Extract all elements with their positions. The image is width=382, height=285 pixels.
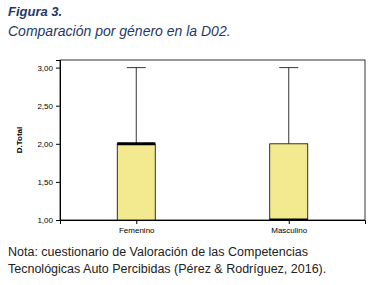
y-tick-mark	[56, 106, 60, 107]
title: Figura 3.	[8, 4, 62, 19]
x-tick: Masculino	[271, 220, 308, 235]
y-tick-mark	[56, 68, 60, 69]
x-tick-label: Femenino	[119, 226, 155, 235]
y-label: D.Total	[15, 127, 24, 154]
box	[117, 144, 155, 220]
median	[117, 142, 155, 145]
box-plot	[117, 68, 155, 220]
y-tick: 2,50	[37, 102, 60, 111]
boxes	[117, 68, 308, 220]
x-axis: Femenino Masculino	[61, 220, 366, 235]
max-cap	[279, 67, 298, 68]
y-axis: 1,00 1,50 2,00 2,50 3,00	[37, 61, 60, 226]
upper-whisker	[288, 68, 289, 144]
box-plot	[270, 68, 308, 220]
y-tick: 1,00	[37, 216, 60, 225]
y-tick-mark	[56, 220, 60, 221]
subtitle: Comparación por género en la D02.	[8, 23, 231, 39]
x-tick-mark	[289, 220, 290, 224]
upper-whisker	[136, 68, 137, 144]
median	[270, 219, 308, 221]
y-tick-label: 3,00	[37, 64, 53, 73]
plot-frame	[60, 60, 365, 220]
note: Tecnológicas Auto Percibidas (Pérez & Ro…	[8, 262, 326, 276]
y-tick: 2,00	[37, 140, 60, 149]
y-axis-line	[56, 61, 61, 221]
x-tick-label: Masculino	[271, 226, 308, 235]
y-tick: 1,50	[37, 178, 60, 187]
box	[270, 144, 308, 220]
x-axis-line	[61, 221, 366, 225]
x-tick: Femenino	[119, 220, 155, 235]
y-tick: 3,00	[37, 64, 60, 73]
y-tick-label: 1,50	[37, 178, 53, 187]
y-tick-mark	[56, 182, 60, 183]
y-tick-mark	[56, 144, 60, 145]
max-cap	[127, 67, 146, 68]
y-tick-label: 2,50	[37, 102, 53, 111]
note: Nota: cuestionario de Valoración de las …	[8, 245, 308, 259]
y-tick-label: 1,00	[37, 216, 53, 225]
chart: Figura 3. Comparación por género en la D0…	[0, 0, 382, 285]
y-tick-label: 2,00	[37, 140, 53, 149]
x-tick-mark	[136, 220, 137, 224]
